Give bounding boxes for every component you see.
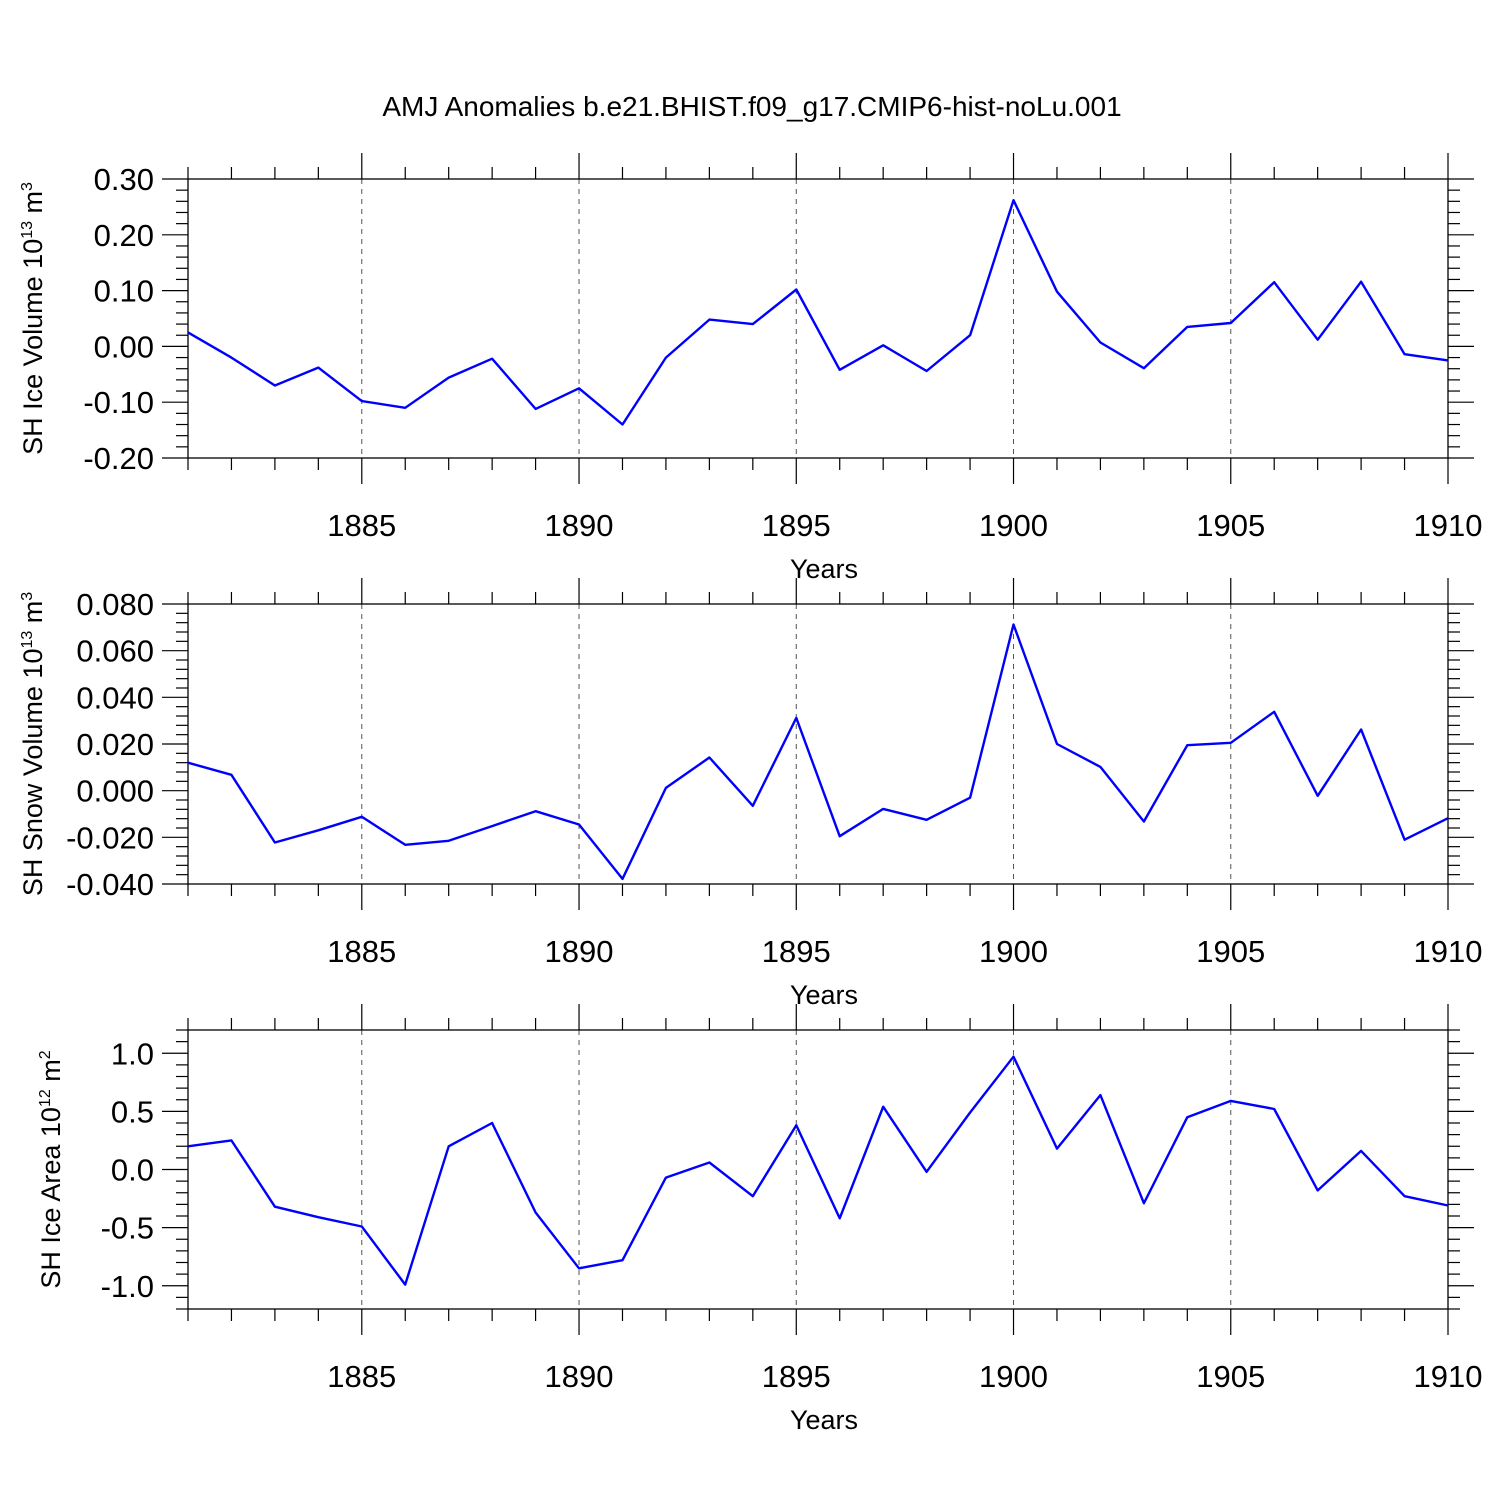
y-tick-label: -1.0 (101, 1269, 154, 1304)
y-axis-label-text: SH Ice Area 10 (36, 1107, 66, 1289)
x-tick-label: 1900 (979, 934, 1048, 969)
x-tick-label: 1885 (327, 508, 396, 543)
x-tick-label: 1910 (1414, 1359, 1483, 1394)
plot-frame (187, 178, 1449, 459)
y-tick-label: 0.10 (94, 274, 154, 309)
y-tick-label: 0.00 (94, 329, 154, 364)
y-tick-label: -0.040 (66, 867, 154, 902)
panels: 1885 1890 1895 1900 1905 1910 -0.20 -0.10 0.00 0.… (18, 153, 1482, 1435)
x-axis-label: Years (790, 554, 858, 584)
x-tick-label: 1890 (545, 934, 614, 969)
y-axis-label-superscript: 13 (19, 221, 36, 239)
y-axis-label-superscript: 12 (37, 1089, 54, 1107)
x-tick-label: 1905 (1196, 1359, 1265, 1394)
x-tick-label: 1890 (545, 508, 614, 543)
y-tick-label: 0.080 (76, 587, 154, 622)
y-tick-label: -0.5 (101, 1211, 154, 1246)
x-tick-label: 1885 (327, 1359, 396, 1394)
y-tick-label: 0.0 (111, 1153, 154, 1188)
y-axis-label: SH Snow Volume 1013 m3 (18, 592, 48, 896)
y-axis-label-superscript: 2 (37, 1050, 54, 1059)
x-tick-label: 1895 (762, 508, 831, 543)
panel-2: 1885 1890 1895 1900 1905 1910 -0.040 -0.020 0.00… (18, 578, 1482, 1010)
y-axis-label-superscript: 13 (19, 631, 36, 649)
y-axis-label: SH Ice Area 1012 m2 (36, 1050, 66, 1288)
x-tick-label: 1895 (762, 934, 831, 969)
y-tick-label: -0.20 (83, 441, 154, 476)
y-axis-label: SH Ice Volume 1013 m3 (18, 182, 48, 455)
y-tick-label: 0.000 (76, 774, 154, 809)
x-tick-label: 1910 (1414, 508, 1483, 543)
x-tick-label: 1905 (1196, 508, 1265, 543)
y-axis-label-text: m (18, 191, 48, 221)
y-axis-label-text: SH Snow Volume 10 (18, 649, 48, 897)
plot-frame (187, 603, 1449, 885)
y-axis-label-text: SH Ice Volume 10 (18, 239, 48, 455)
x-axis-label: Years (790, 1405, 858, 1435)
y-tick-label: 1.0 (111, 1036, 154, 1071)
panel-3: 1885 1890 1895 1900 1905 1910 -1.0 -0.5 0.0 0.5 1.… (36, 1004, 1482, 1435)
y-tick-label: 0.30 (94, 162, 154, 197)
y-tick-label: 0.020 (76, 727, 154, 762)
series-line (187, 198, 1449, 426)
x-tick-label: 1900 (979, 508, 1048, 543)
x-axis-label: Years (790, 980, 858, 1010)
panel-1: 1885 1890 1895 1900 1905 1910 -0.20 -0.10 0.00 0.… (18, 153, 1482, 584)
y-tick-label: 0.20 (94, 218, 154, 253)
y-tick-label: 0.040 (76, 680, 154, 715)
x-tick-label: 1900 (979, 1359, 1048, 1394)
y-tick-label: -0.020 (66, 820, 154, 855)
series-line (187, 1055, 1449, 1286)
y-tick-label: 0.060 (76, 634, 154, 669)
x-tick-label: 1885 (327, 934, 396, 969)
y-tick-label: 0.5 (111, 1094, 154, 1129)
y-axis-label-text: m (18, 601, 48, 631)
y-tick-label: -0.10 (83, 385, 154, 420)
chart-title: AMJ Anomalies b.e21.BHIST.f09_g17.CMIP6-… (382, 91, 1121, 122)
y-axis-label-text: m (36, 1059, 66, 1089)
y-axis-label-superscript: 3 (19, 182, 36, 191)
series-line (187, 623, 1449, 881)
x-tick-label: 1910 (1414, 934, 1483, 969)
x-tick-label: 1890 (545, 1359, 614, 1394)
y-axis-label-superscript: 3 (19, 592, 36, 601)
x-tick-label: 1895 (762, 1359, 831, 1394)
x-tick-label: 1905 (1196, 934, 1265, 969)
